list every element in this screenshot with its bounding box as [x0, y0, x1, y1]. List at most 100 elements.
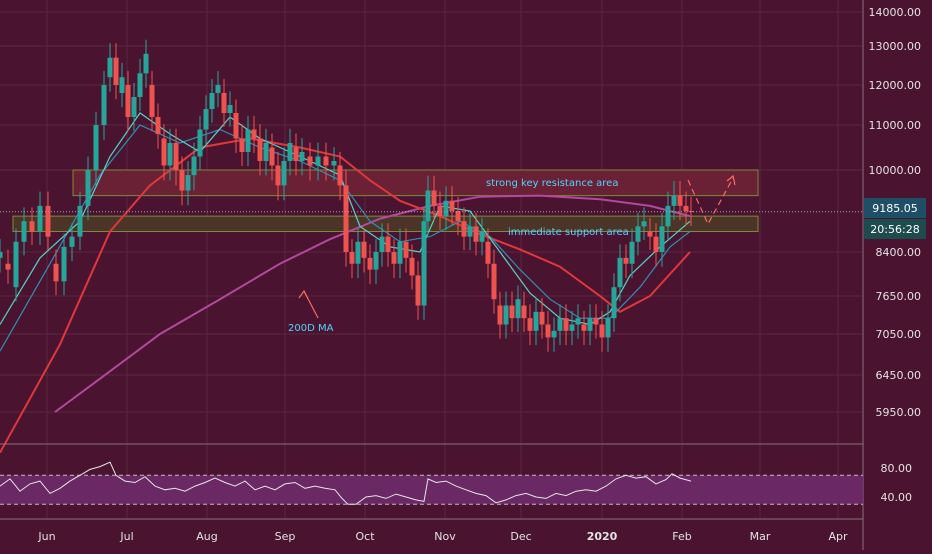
candle-body — [443, 200, 449, 217]
candle-body — [397, 241, 403, 264]
candle-body — [545, 324, 551, 338]
time-tick-label: Feb — [672, 530, 691, 543]
candle-body — [137, 73, 143, 97]
candle-body — [69, 236, 75, 247]
price-tick-label: 14000.00 — [869, 6, 922, 19]
candle-body — [85, 170, 91, 206]
candle-body — [125, 85, 131, 117]
time-tick-label: Jun — [37, 530, 55, 543]
candle-body — [53, 263, 59, 282]
price-axis[interactable]: 14000.00 13000.00 12000.00 11000.00 10000.00… — [869, 6, 922, 419]
candle-body — [77, 205, 83, 237]
rsi-tick-label: 80.00 — [881, 462, 913, 475]
rsi-axis: 80.00 40.00 — [881, 462, 913, 504]
support-label: immediate support area — [508, 227, 629, 238]
candle-body — [593, 318, 599, 325]
candle-body — [343, 185, 349, 252]
candle-body — [251, 129, 257, 139]
time-tick-label: Nov — [434, 530, 456, 543]
candle-body — [683, 205, 689, 211]
price-tag-text: 9185.05 — [872, 202, 918, 215]
candle-body — [521, 305, 527, 319]
price-tick-label: 11000.00 — [869, 119, 922, 132]
candle-body — [281, 161, 287, 186]
rsi-band — [0, 475, 863, 505]
time-tick-label: Mar — [750, 530, 771, 543]
candle-body — [101, 85, 107, 125]
ma200-line — [54, 194, 691, 413]
time-tick-label: Apr — [828, 530, 848, 543]
candle-body — [93, 125, 99, 170]
candle-body — [167, 143, 173, 166]
time-tick-label: Oct — [355, 530, 375, 543]
candle-body — [509, 305, 515, 319]
candle-body — [491, 263, 497, 300]
candle-body — [307, 156, 313, 166]
candle-body — [391, 252, 397, 264]
candle-body — [13, 241, 19, 288]
ma50-path — [0, 137, 691, 454]
candle-body — [497, 305, 503, 325]
candle-body — [575, 318, 581, 325]
price-tick-label: 10000.00 — [869, 164, 922, 177]
price-tick-label: 7650.00 — [876, 290, 922, 303]
candle-body — [257, 138, 263, 161]
candle-body — [113, 57, 119, 85]
candle-body — [349, 252, 355, 264]
candle-body — [215, 85, 221, 93]
candle-body — [337, 165, 343, 186]
candle-body — [551, 330, 557, 338]
candle-body — [431, 190, 437, 206]
candle-body — [155, 117, 161, 134]
ma200-label: 200D MA — [288, 323, 334, 334]
candle-body — [569, 324, 575, 331]
candle-body — [197, 129, 203, 157]
candle-body — [331, 161, 337, 166]
candle-body — [191, 156, 197, 176]
candle-body — [5, 263, 11, 270]
candle-body — [581, 324, 587, 331]
candle-body — [449, 200, 455, 211]
candle-body — [587, 318, 593, 331]
candle-body — [227, 105, 233, 113]
candles — [0, 39, 694, 352]
candle-body — [143, 53, 149, 74]
candle-body — [233, 113, 239, 139]
candle-body — [403, 241, 409, 258]
ma200-arrowhead — [298, 289, 309, 300]
projection-path — [687, 177, 734, 226]
candle-body — [275, 165, 281, 186]
time-tick-label: Dec — [510, 530, 531, 543]
candle-body — [107, 57, 113, 78]
candle-body — [635, 226, 641, 242]
candle-body — [455, 211, 461, 222]
candle-body — [647, 231, 653, 237]
ma-fast-path — [0, 112, 691, 326]
candle-body — [0, 252, 3, 258]
resistance-label: strong key resistance area — [486, 178, 618, 189]
candle-body — [461, 221, 467, 237]
candle-body — [355, 241, 361, 264]
candle-body — [671, 195, 677, 206]
candle-body — [323, 156, 329, 166]
candle-body — [221, 93, 227, 113]
time-axis[interactable]: Jun Jul Aug Sep Oct Nov Dec 2020 Feb Mar Apr — [37, 530, 848, 543]
candle-body — [299, 152, 305, 161]
candle-body — [361, 241, 367, 258]
rsi-tick-label: 40.00 — [881, 491, 913, 504]
candle-body — [367, 257, 373, 270]
candle-body — [533, 311, 539, 331]
candle-body — [557, 318, 563, 331]
ma-fast-line — [0, 112, 691, 326]
candle-body — [599, 324, 605, 338]
candle-body — [515, 299, 521, 319]
candle-body — [21, 221, 27, 242]
candle-body — [131, 97, 137, 117]
candle-body — [467, 226, 473, 237]
candle-body — [293, 147, 299, 161]
price-tick-label: 6450.00 — [876, 369, 922, 382]
candle-body — [379, 236, 385, 252]
candle-body — [315, 156, 321, 166]
